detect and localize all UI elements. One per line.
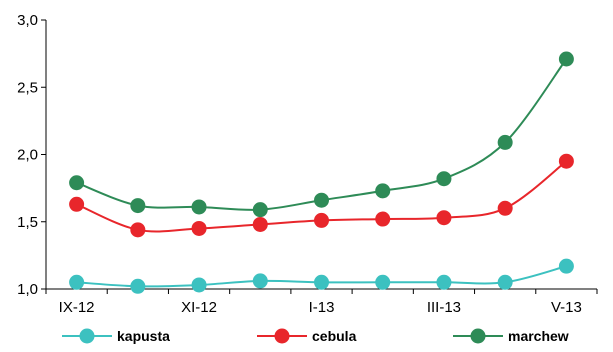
data-point	[497, 134, 513, 150]
series-layer	[69, 51, 574, 294]
x-tick-label: XI-12	[181, 299, 217, 316]
legend-item-cebula: cebula	[257, 328, 357, 344]
data-point	[558, 258, 574, 274]
legend-marker	[274, 328, 290, 344]
data-point	[436, 274, 452, 290]
legend-label: kapusta	[117, 328, 170, 344]
legend-marker	[470, 328, 486, 344]
data-point	[497, 274, 513, 290]
data-point	[252, 202, 268, 218]
series-kapusta	[69, 258, 574, 294]
x-tick-label: I-13	[309, 299, 335, 316]
y-tick-label: 1,0	[17, 281, 38, 298]
data-point	[252, 216, 268, 232]
legend-marker	[79, 328, 95, 344]
data-point	[191, 220, 207, 236]
data-point	[252, 273, 268, 289]
data-point	[69, 196, 85, 212]
data-point	[436, 210, 452, 226]
y-tick-label: 2,0	[17, 147, 38, 164]
data-point	[191, 199, 207, 215]
data-point	[69, 274, 85, 290]
series-marchew	[69, 51, 574, 218]
axes: 1,0 1,5 2,0 2,5 3,0 IX-12 XI-12 I-13 III-13 V-13	[17, 12, 598, 316]
data-point	[375, 211, 391, 227]
legend-label: marchew	[508, 328, 569, 344]
data-point	[69, 175, 85, 191]
legend: kapusta cebula marchew	[62, 328, 569, 344]
series-line	[76, 58, 568, 211]
data-point	[436, 171, 452, 187]
data-point	[191, 277, 207, 293]
data-point	[130, 222, 146, 238]
x-tick-label: V-13	[551, 299, 582, 316]
data-point	[375, 183, 391, 199]
x-tick-label: III-13	[427, 299, 461, 316]
y-tick-label: 1,5	[17, 214, 38, 231]
series-cebula	[69, 153, 574, 238]
data-point	[130, 278, 146, 294]
legend-label: cebula	[312, 328, 357, 344]
x-tick-label: IX-12	[59, 299, 95, 316]
y-tick-label: 3,0	[17, 12, 38, 29]
legend-item-kapusta: kapusta	[62, 328, 170, 344]
data-point	[558, 153, 574, 169]
y-tick-label: 2,5	[17, 79, 38, 96]
data-point	[314, 212, 329, 228]
data-point	[375, 274, 391, 290]
data-point	[314, 274, 329, 290]
data-point	[130, 198, 146, 214]
legend-item-marchew: marchew	[453, 328, 569, 344]
data-point	[558, 51, 574, 67]
data-point	[314, 192, 329, 208]
data-point	[497, 200, 513, 216]
